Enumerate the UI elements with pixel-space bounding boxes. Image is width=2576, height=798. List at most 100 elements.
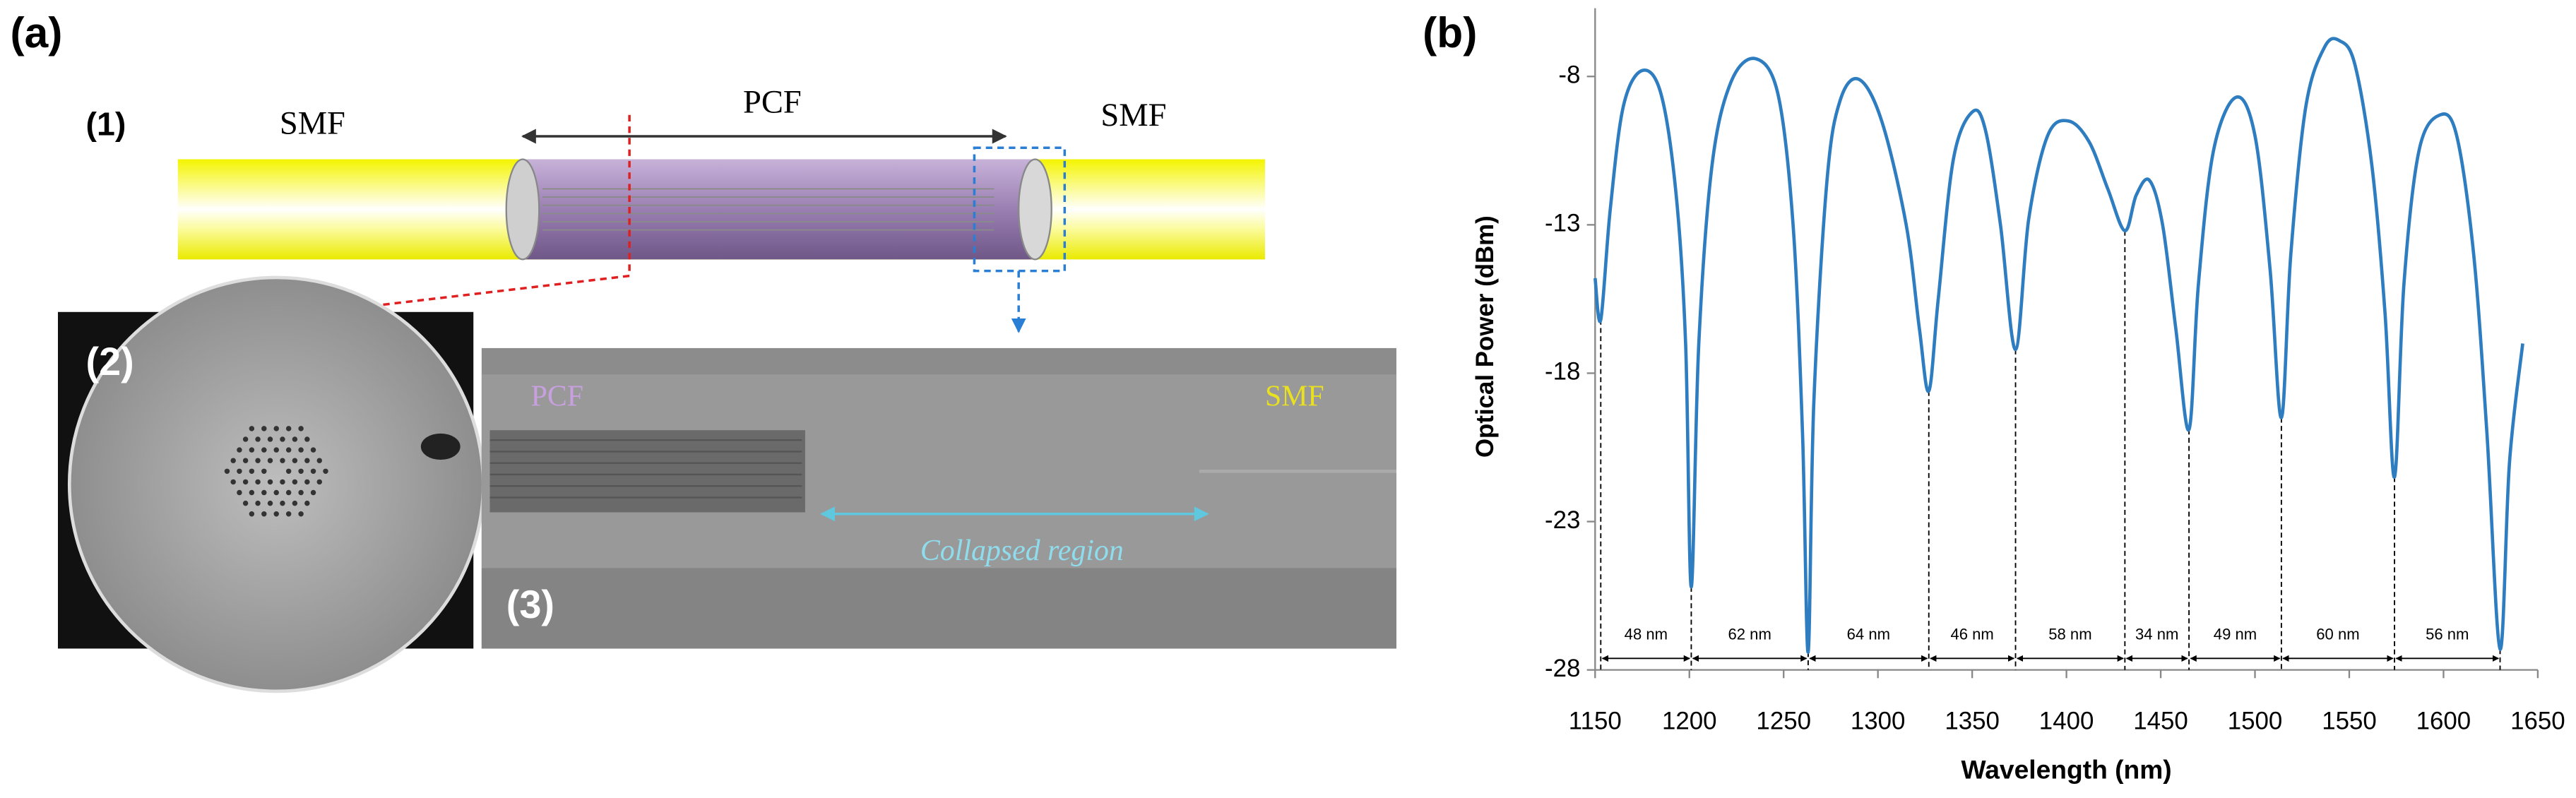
region-label: Collapsed region [920, 535, 1124, 567]
air-hole [273, 426, 279, 431]
air-hole [267, 458, 273, 463]
y-tick-label: -28 [1545, 655, 1580, 682]
defect [420, 433, 461, 460]
air-hole [273, 511, 279, 517]
fiber-label: SMF [1100, 97, 1166, 133]
air-hole [310, 489, 316, 496]
side-label: PCF [531, 381, 583, 413]
x-tick-label: 1500 [2228, 707, 2283, 734]
air-hole [316, 458, 322, 463]
y-axis-label: Optical Power (dBm) [1471, 215, 1499, 458]
air-hole [255, 500, 261, 506]
air-hole [249, 489, 255, 496]
air-hole [249, 426, 255, 431]
air-hole [224, 468, 230, 475]
y-tick-label: -23 [1545, 506, 1580, 534]
fiber-label: SMF [280, 106, 345, 142]
air-hole [261, 468, 267, 475]
air-hole [298, 468, 304, 475]
air-hole [273, 489, 279, 496]
air-hole [280, 500, 285, 506]
x-tick-label: 1400 [2039, 707, 2094, 734]
air-hole [304, 436, 310, 442]
air-hole [230, 458, 236, 463]
air-hole [249, 447, 255, 453]
air-hole [304, 479, 310, 485]
air-hole [267, 479, 273, 485]
air-hole [267, 500, 273, 506]
pcf-end [1018, 158, 1052, 261]
air-hole [237, 489, 242, 496]
air-hole [273, 447, 279, 453]
x-tick-label: 1200 [1662, 707, 1717, 734]
air-hole [285, 426, 292, 431]
pcf-end [505, 158, 540, 261]
x-tick-label: 1150 [1569, 707, 1622, 734]
hole-region [489, 430, 805, 513]
air-hole [255, 458, 261, 463]
air-hole [304, 458, 310, 463]
air-hole [285, 468, 292, 475]
air-hole [285, 511, 292, 517]
x-tick-label: 1450 [2133, 707, 2188, 734]
air-hole [323, 468, 328, 475]
air-hole [292, 458, 298, 463]
air-hole [255, 479, 261, 485]
hole-lines [489, 439, 802, 499]
air-hole [242, 479, 249, 485]
pointer [319, 114, 631, 318]
air-hole [261, 447, 267, 453]
air-hole [304, 500, 310, 506]
panel-label: (b) [1423, 8, 1477, 56]
spacing-label: 58 nm [2048, 626, 2091, 643]
air-hole [298, 489, 304, 496]
y-tick-label: -8 [1558, 61, 1580, 88]
air-hole [267, 436, 273, 442]
x-tick-label: 1650 [2510, 707, 2565, 734]
air-hole [280, 479, 285, 485]
pcf-fiber [523, 159, 1035, 260]
air-hole [310, 447, 316, 453]
air-hole [249, 511, 255, 517]
air-hole [316, 479, 322, 485]
spacing-label: 49 nm [2214, 626, 2257, 643]
x-tick-label: 1550 [2322, 707, 2377, 734]
sub-label: (2) [86, 339, 134, 383]
air-hole [237, 447, 242, 453]
air-hole [242, 500, 249, 506]
air-hole [261, 426, 267, 431]
air-hole [292, 436, 298, 442]
spacing-label: 56 nm [2426, 626, 2469, 643]
panel-label: (a) [11, 8, 63, 56]
spacing-label: 48 nm [1625, 626, 1668, 643]
air-hole [280, 436, 285, 442]
substrate [481, 568, 1396, 649]
spacing-label: 46 nm [1950, 626, 1993, 643]
x-tick-label: 1250 [1756, 707, 1811, 734]
spacing-label: 64 nm [1847, 626, 1890, 643]
air-hole [298, 447, 304, 453]
air-hole [298, 511, 304, 517]
air-hole [280, 458, 285, 463]
air-hole [237, 468, 242, 475]
air-hole [249, 468, 255, 475]
air-hole [242, 458, 249, 463]
spacing-label: 60 nm [2316, 626, 2359, 643]
air-hole [230, 479, 236, 485]
air-hole [310, 468, 316, 475]
hole-pattern [224, 426, 328, 517]
air-hole [285, 447, 292, 453]
spacing-label: 62 nm [1728, 626, 1771, 643]
sub-label: (1) [86, 105, 126, 142]
x-tick-label: 1350 [1945, 707, 2000, 734]
air-hole [261, 489, 267, 496]
side-label: SMF [1265, 381, 1324, 413]
spacing-label: 34 nm [2135, 626, 2178, 643]
fiber-label: PCF [743, 84, 802, 120]
air-holes [542, 188, 995, 231]
air-hole [255, 436, 261, 442]
y-tick-label: -13 [1545, 210, 1580, 237]
air-hole [261, 511, 267, 517]
